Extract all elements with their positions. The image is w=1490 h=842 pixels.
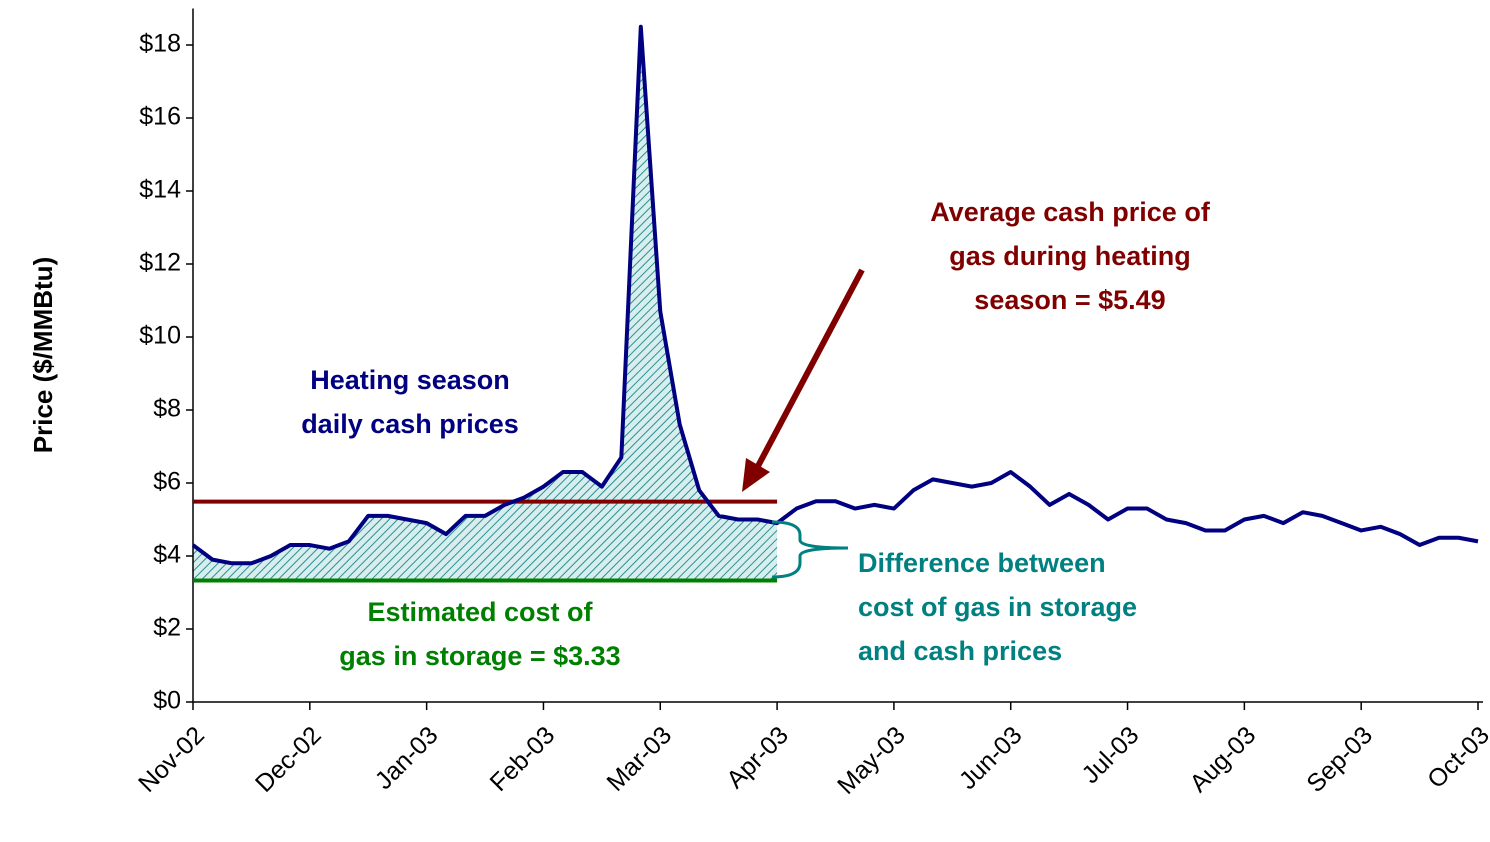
annotation: season = $5.49 xyxy=(974,285,1165,315)
annotation: Average cash price of xyxy=(930,197,1211,227)
arrow-head xyxy=(742,458,770,492)
y-tick-label: $8 xyxy=(153,395,181,423)
x-tick-label: May-03 xyxy=(832,721,911,800)
x-tick-label: Sep-03 xyxy=(1301,721,1378,798)
x-tick-label: Jun-03 xyxy=(954,721,1028,795)
x-tick-label: Dec-02 xyxy=(250,721,327,798)
y-tick-label: $6 xyxy=(153,468,181,496)
y-axis-title: Price ($/MMBtu) xyxy=(28,257,58,453)
y-tick-label: $4 xyxy=(153,541,181,569)
x-tick-label: Jan-03 xyxy=(370,721,444,795)
x-tick-label: Oct-03 xyxy=(1422,721,1490,794)
y-tick-label: $2 xyxy=(153,614,181,642)
shaded-difference xyxy=(193,26,778,581)
y-tick-label: $14 xyxy=(139,176,181,204)
annotation: and cash prices xyxy=(858,636,1062,666)
annotation: Estimated cost of xyxy=(367,597,593,627)
y-tick-label: $12 xyxy=(139,249,181,277)
annotation: gas in storage = $3.33 xyxy=(339,641,620,671)
x-tick-label: Apr-03 xyxy=(721,721,794,794)
annotation: cost of gas in storage xyxy=(858,592,1137,622)
x-tick-label: Aug-03 xyxy=(1184,721,1261,798)
x-tick-label: Mar-03 xyxy=(601,721,677,797)
y-tick-label: $10 xyxy=(139,322,181,350)
y-tick-label: $18 xyxy=(139,30,181,58)
y-tick-label: $0 xyxy=(153,687,181,715)
x-tick-label: Feb-03 xyxy=(485,721,561,797)
arrow xyxy=(754,268,865,470)
annotation: gas during heating xyxy=(949,241,1191,271)
x-tick-label: Nov-02 xyxy=(133,721,210,798)
price-line xyxy=(191,24,1479,566)
annotation: Difference between xyxy=(858,548,1106,578)
y-tick-label: $16 xyxy=(139,103,181,131)
annotation: Heating season xyxy=(310,365,510,395)
x-tick-label: Jul-03 xyxy=(1077,721,1145,789)
bracket xyxy=(771,520,849,579)
annotation: daily cash prices xyxy=(301,409,519,439)
